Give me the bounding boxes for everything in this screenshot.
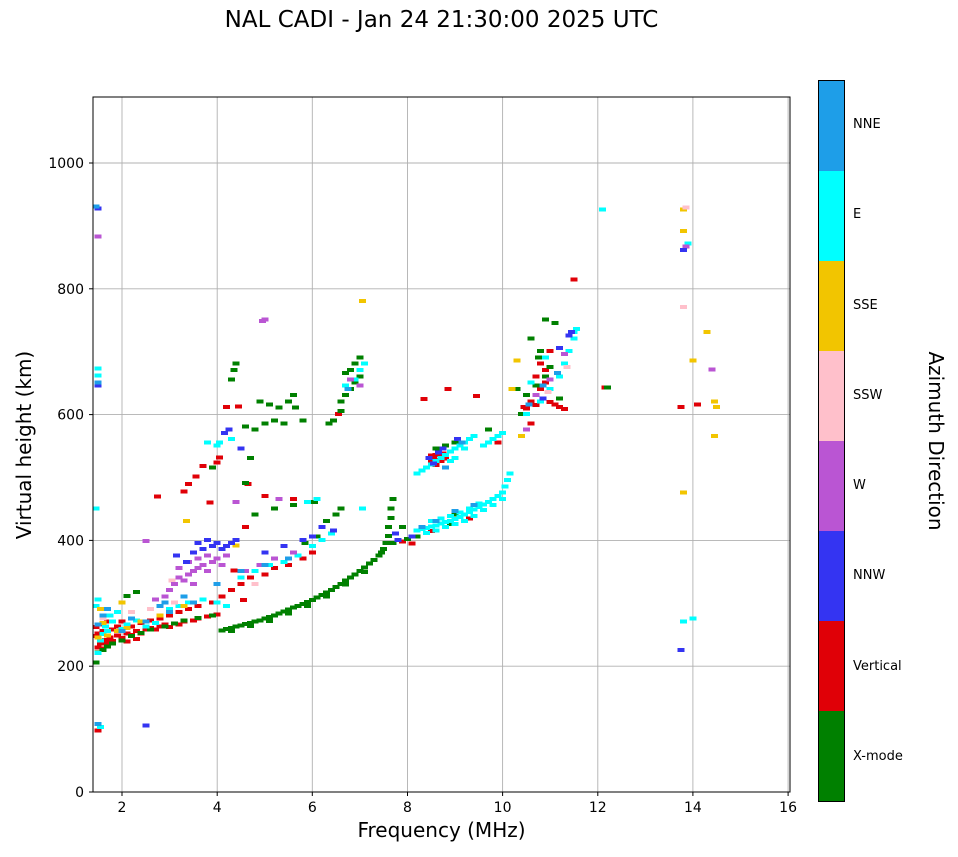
colorbar-segment-nne (819, 81, 844, 171)
colorbar-label-x-mode: X-mode (853, 748, 903, 764)
colorbar-label-vertical: Vertical (853, 658, 902, 674)
svg-text:2: 2 (118, 800, 127, 816)
svg-text:6: 6 (308, 800, 317, 816)
svg-text:800: 800 (57, 282, 84, 298)
colorbar-label-nne: NNE (853, 117, 881, 133)
svg-text:8: 8 (403, 800, 412, 816)
chart-title: NAL CADI - Jan 24 21:30:00 2025 UTC (224, 7, 659, 33)
colorbar-segment-e (819, 171, 844, 261)
colorbar-segment-x-mode (819, 711, 844, 801)
colorbar-segment-vertical (819, 621, 844, 711)
colorbar-label-sse: SSE (853, 297, 878, 313)
colorbar-label-nnw: NNW (853, 568, 886, 584)
svg-text:600: 600 (57, 408, 84, 424)
svg-text:200: 200 (57, 659, 84, 675)
svg-text:400: 400 (57, 533, 84, 549)
y-axis-label: Virtual height (km) (12, 350, 36, 540)
colorbar-segment-sse (819, 261, 844, 351)
colorbar-label-ssw: SSW (853, 387, 883, 403)
svg-text:16: 16 (779, 800, 797, 816)
colorbar-label-w: W (853, 478, 866, 494)
colorbar-segment-w (819, 441, 844, 531)
colorbar-title: Azimuth Direction (924, 351, 948, 531)
colorbar-segment-ssw (819, 351, 844, 441)
colorbar (818, 80, 845, 802)
colorbar-segment-nnw (819, 531, 844, 621)
svg-text:0: 0 (75, 785, 84, 801)
svg-text:14: 14 (684, 800, 702, 816)
colorbar-label-e: E (853, 207, 862, 223)
svg-text:10: 10 (494, 800, 512, 816)
svg-text:12: 12 (589, 800, 607, 816)
svg-text:4: 4 (213, 800, 222, 816)
x-axis-label: Frequency (MHz) (357, 818, 526, 842)
svg-text:1000: 1000 (48, 156, 84, 172)
